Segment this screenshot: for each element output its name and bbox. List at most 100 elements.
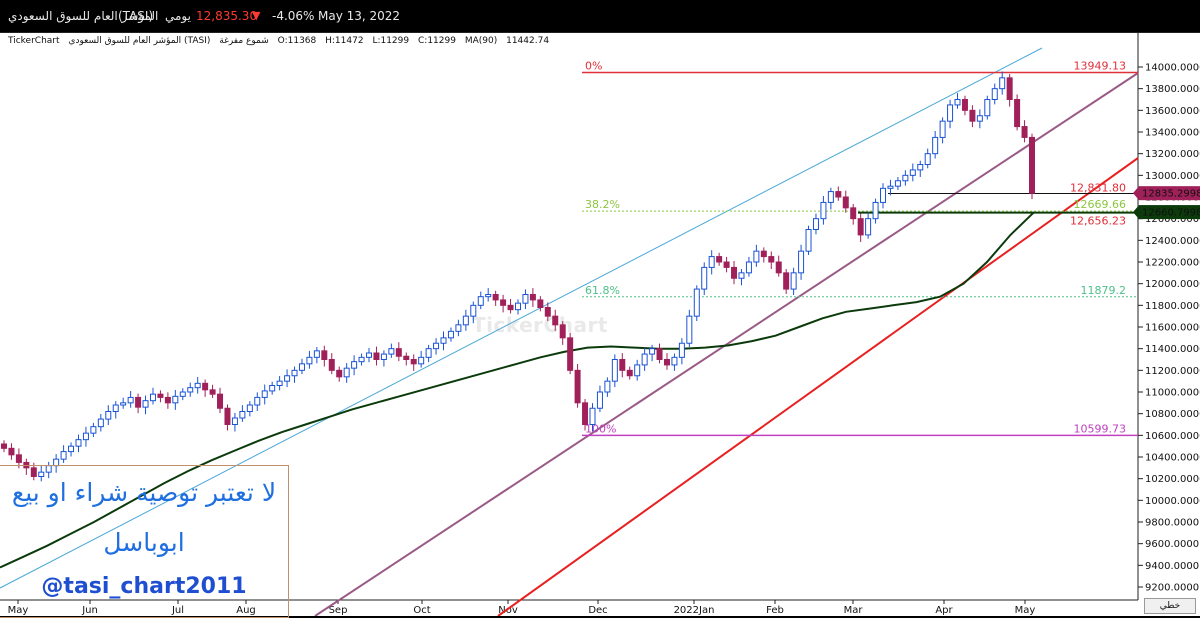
info-app: TickerChart (8, 36, 60, 46)
candle-body (924, 153, 931, 165)
candle-body (507, 304, 514, 311)
down-arrow-icon: ▼ (252, 9, 261, 22)
x-tick-label: Feb (766, 605, 784, 616)
candle-body (537, 299, 544, 308)
candle-body (60, 451, 67, 460)
y-tick-label: 10600.0000 (1145, 431, 1200, 442)
y-tick-label: 10800.0000 (1145, 409, 1200, 420)
x-tick-label: Nov (498, 605, 518, 616)
candle-body (559, 324, 566, 339)
candle-body (321, 350, 328, 361)
y-tick-label: 12200.0000 (1145, 258, 1200, 269)
x-tick-label: May (8, 605, 29, 616)
candle-body (798, 250, 805, 274)
candle-body (373, 352, 380, 360)
y-tick-label: 9600.0000 (1145, 539, 1199, 550)
candle-body (552, 315, 559, 326)
fib-pct-label: 0% (585, 60, 602, 73)
candle-body (1006, 77, 1013, 100)
y-tick-label: 13400.0000 (1145, 128, 1200, 139)
y-tick-label: 12400.0000 (1145, 236, 1200, 247)
candle-body (515, 302, 521, 311)
info-ma-value: 11442.74 (506, 36, 550, 46)
level-label: 12,831.80 (1070, 182, 1126, 195)
candle-body (276, 380, 283, 386)
candle-body (738, 272, 745, 279)
fib-value-label: 12669.66 (1074, 198, 1127, 211)
candle-body (433, 342, 440, 350)
info-high: H:11472 (325, 36, 364, 46)
candle-body (961, 99, 968, 111)
author-name: ابوباسل (103, 528, 185, 557)
line-mode-tab[interactable]: خطي (1144, 598, 1196, 614)
candle-body (224, 407, 231, 425)
candle-body (418, 356, 425, 365)
candle-body (336, 369, 343, 378)
x-tick-label: May (1015, 605, 1036, 616)
candle-body (492, 294, 499, 301)
y-tick-label: 9200.0000 (1145, 583, 1199, 594)
candle-body (753, 250, 760, 263)
candle-body (366, 352, 373, 358)
candle-body (440, 337, 447, 344)
candle-body (477, 296, 484, 306)
candle-body (686, 315, 693, 344)
candle-body (529, 294, 536, 301)
candle-body (38, 471, 45, 477)
price-badge (1139, 205, 1200, 220)
x-tick-label: 2022Jan (674, 605, 715, 616)
candle-body (842, 196, 849, 209)
y-tick-label: 14000.0000 (1145, 63, 1200, 74)
candle-body (1, 443, 7, 449)
candle-body (395, 348, 402, 357)
y-tick-label: 10400.0000 (1145, 453, 1200, 464)
chart-area[interactable]: TickerChart المؤشر العام للسوق السعودي (… (0, 33, 1200, 618)
candle-body (723, 261, 730, 268)
y-tick-label: 12000.0000 (1145, 279, 1200, 290)
x-tick-label: Dec (588, 605, 607, 616)
price-chart[interactable]: 14000.0000 13800.0000 13600.0000 13400.0000… (0, 33, 1200, 616)
candle-body (343, 367, 350, 378)
candle-body (470, 304, 477, 317)
candle-body (716, 256, 723, 263)
candle-body (701, 266, 708, 290)
candle-body (894, 180, 901, 187)
y-tick-label: 13800.0000 (1145, 84, 1200, 95)
y-tick-label: 12600.0000 (1145, 214, 1200, 225)
candle-body (775, 261, 782, 274)
candle-body (731, 266, 738, 279)
candle-body (425, 348, 432, 358)
candle-body (142, 400, 149, 408)
channel-line-red (497, 157, 1139, 616)
candle-body (358, 356, 365, 363)
candle-body (745, 261, 752, 274)
candle-body (678, 342, 685, 358)
candle-body (306, 356, 313, 365)
y-tick-label: 11200.0000 (1145, 366, 1200, 377)
candle-body (246, 404, 253, 412)
y-tick-label: 11400.0000 (1145, 344, 1200, 355)
symbol: (TASI) (118, 9, 154, 23)
candle-body (500, 299, 507, 306)
disclaimer-box: لا تعتبر توصية شراء او بيع ابوباسل @tasi… (0, 465, 289, 618)
candle-body (120, 402, 127, 406)
candle-body (313, 350, 320, 358)
candle-body (410, 359, 417, 365)
candle-body (768, 256, 775, 263)
y-tick-label: 13600.0000 (1145, 106, 1200, 117)
candle-body (976, 115, 983, 122)
candle-body (820, 201, 827, 220)
candle-body (179, 391, 186, 397)
x-tick-label: Aug (236, 605, 256, 616)
candle-body (887, 185, 894, 189)
disclaimer-text: لا تعتبر توصية شراء او بيع (11, 478, 277, 507)
candle-body (217, 393, 224, 409)
candle-body (917, 164, 924, 171)
y-tick-label: 11000.0000 (1145, 388, 1200, 399)
candle-body (82, 432, 89, 441)
period: يومي (165, 9, 191, 23)
candle-body (656, 348, 663, 360)
index-name: المؤشر العام للسوق السعودي (8, 9, 159, 23)
candle-body (455, 324, 462, 332)
candle-body (671, 356, 678, 366)
